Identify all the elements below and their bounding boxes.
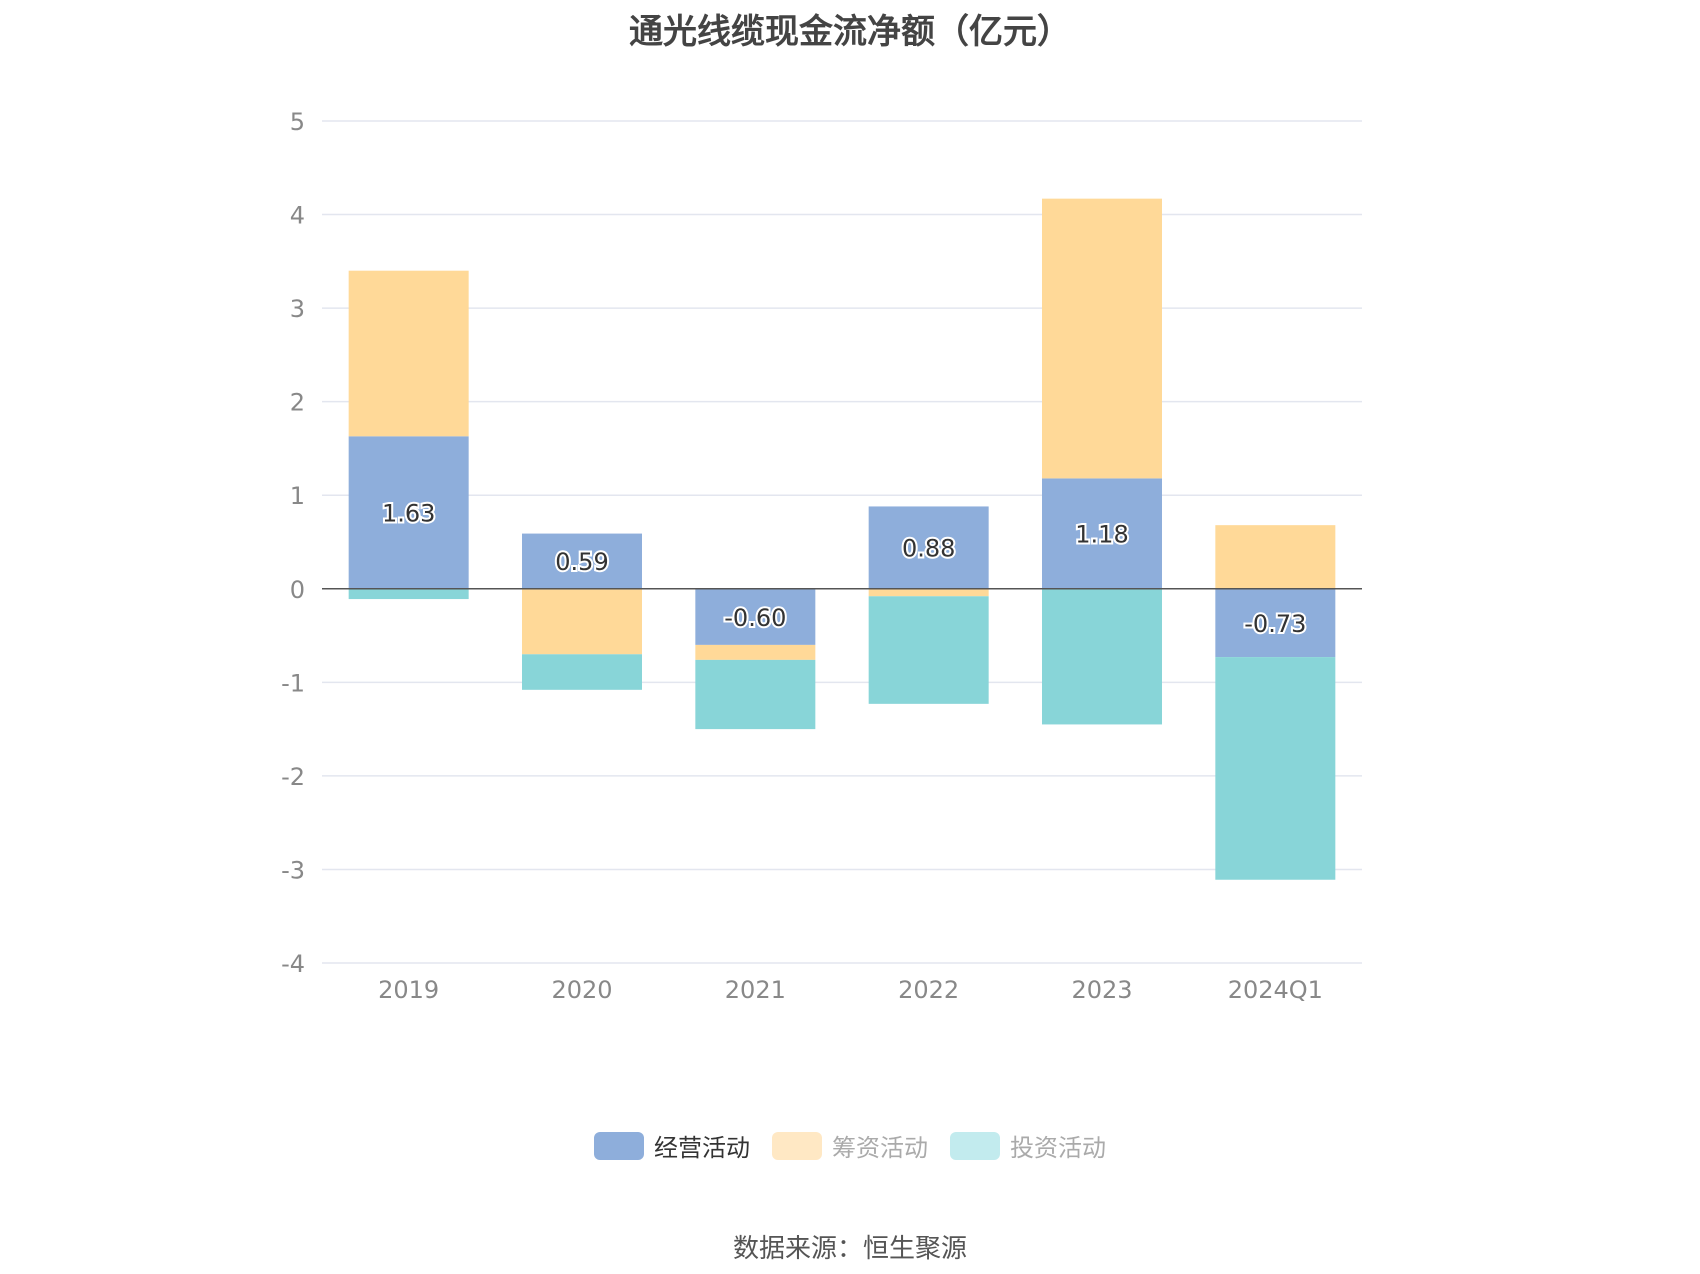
legend-item-2[interactable]: 投资活动: [950, 1128, 1106, 1163]
y-tick-label: 3: [290, 295, 305, 323]
bar-financing-2022: [868, 588, 989, 597]
bars: [348, 198, 1336, 880]
bar-financing-2019: [348, 270, 469, 437]
legend: 经营活动 筹资活动 投资活动: [0, 1128, 1700, 1163]
bar-financing-2021: [695, 644, 816, 660]
legend-item-1[interactable]: 筹资活动: [772, 1128, 928, 1163]
bar-operating-2023: [1042, 478, 1162, 589]
y-tick-label: -3: [281, 856, 305, 884]
y-tick-label: 4: [290, 202, 305, 230]
data-label: 1.63: [382, 500, 435, 528]
bar-financing-2020: [522, 588, 642, 655]
y-tick-label: -1: [281, 669, 305, 697]
legend-swatch: [772, 1131, 822, 1160]
x-tick-label: 2023: [1071, 976, 1132, 1004]
data-label: 1.18: [1075, 521, 1128, 549]
legend-label: 经营活动: [654, 1134, 750, 1162]
data-label: -0.73: [1244, 610, 1306, 638]
y-tick-label: -4: [281, 950, 305, 978]
bar-investing-2023: [1042, 588, 1162, 725]
y-tick-label: 0: [290, 576, 305, 604]
data-labels: 1.63 0.59 -0.60 0.88 1.18 -0.73: [380, 498, 1308, 640]
legend-swatch: [950, 1131, 1000, 1160]
bar-investing-2020: [522, 654, 642, 690]
x-tick-label: 2020: [551, 976, 612, 1004]
chart-title: 通光线缆现金流净额（亿元）: [629, 12, 1071, 52]
legend-label: 投资活动: [1010, 1134, 1106, 1162]
data-label: 0.59: [555, 548, 608, 576]
bar-financing-2024Q1: [1215, 525, 1336, 589]
data-label: -0.60: [724, 604, 786, 632]
y-tick-label: 1: [290, 482, 305, 510]
data-label: 0.88: [902, 535, 955, 563]
bar-operating-2021: [695, 588, 816, 645]
y-tick-label: -2: [281, 763, 305, 791]
legend-item-0[interactable]: 经营活动: [594, 1128, 750, 1163]
legend-swatch: [594, 1131, 644, 1160]
bar-operating-2020: [522, 533, 642, 589]
bar-operating-2024Q1: [1215, 588, 1336, 658]
x-tick-label: 2019: [378, 976, 439, 1004]
y-tick-label: 5: [290, 108, 305, 136]
x-tick-label: 2022: [898, 976, 959, 1004]
bar-investing-2019: [348, 588, 469, 600]
axis-labels: 5 4 3 2 1 0 -1 -2 -3 -4 2019 2020 2021 2022 2023 2024Q1: [281, 108, 1323, 1004]
y-tick-label: 2: [290, 389, 305, 417]
bar-investing-2024Q1: [1215, 657, 1336, 880]
data-source-note: 数据来源：恒生聚源: [732, 1234, 967, 1264]
bar-operating-2019: [348, 436, 469, 589]
legend-label: 筹资活动: [832, 1134, 928, 1162]
bar-investing-2022: [868, 596, 989, 704]
bar-financing-2023: [1042, 198, 1162, 479]
x-tick-label: 2021: [725, 976, 786, 1004]
grid-lines: [322, 120, 1362, 964]
bar-investing-2021: [695, 659, 816, 730]
x-tick-label: 2024Q1: [1228, 976, 1323, 1004]
bar-operating-2022: [868, 506, 989, 589]
